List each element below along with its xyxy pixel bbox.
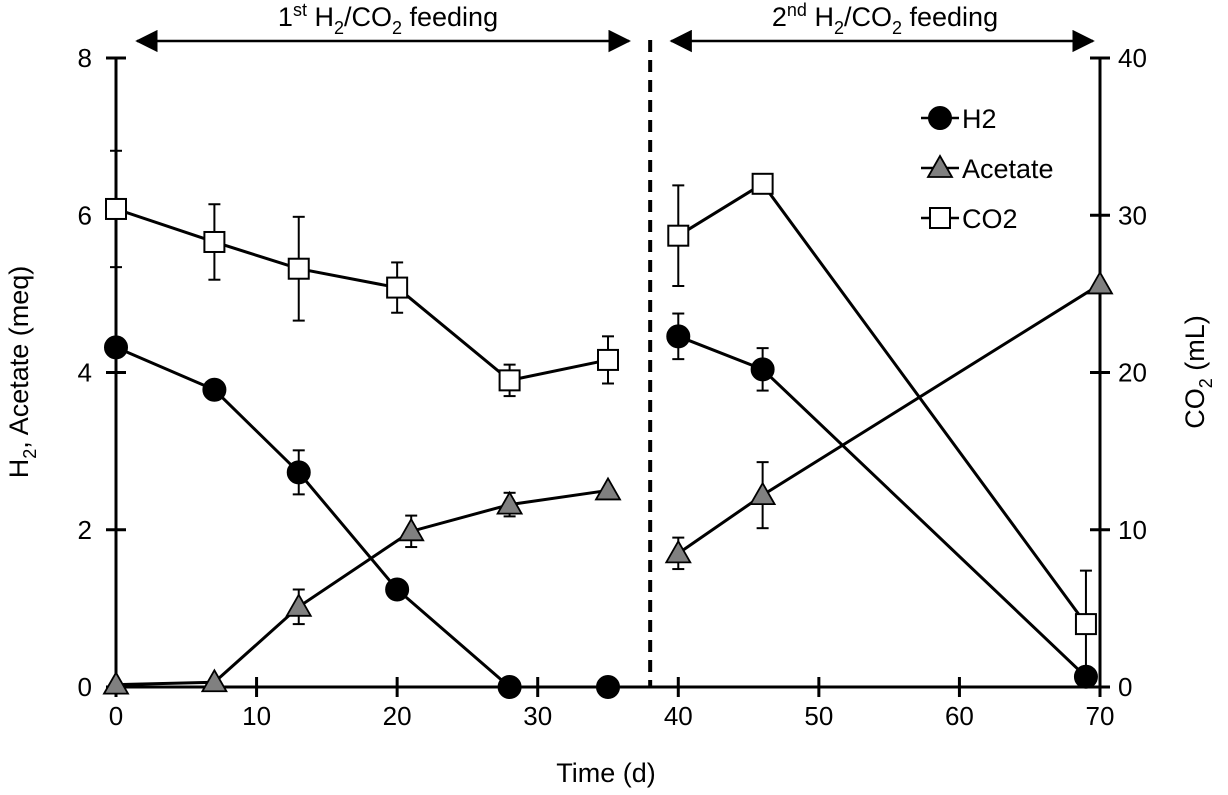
right-y-tick-label: 10 <box>1118 515 1147 545</box>
acetate-data-point <box>664 539 692 564</box>
x-tick-label: 0 <box>109 701 123 731</box>
h2-data-point <box>286 460 311 485</box>
x-tick-label: 20 <box>383 701 412 731</box>
h2-data-point <box>666 324 691 349</box>
co2-data-point <box>105 197 127 220</box>
acetate-data-point <box>1086 270 1114 295</box>
legend-co2-marker <box>929 207 951 229</box>
right-y-tick-label: 20 <box>1118 358 1147 388</box>
left-y-tick-label: 4 <box>78 358 92 388</box>
co2-data-point <box>386 276 409 299</box>
legend-acetate-label: Acetate <box>962 154 1054 184</box>
legend-h2-label: H2 <box>962 104 997 134</box>
h2-data-point <box>1073 664 1098 689</box>
left-y-tick-label: 2 <box>78 515 92 545</box>
h2-data-point <box>385 577 410 602</box>
acetate-data-point <box>594 476 622 501</box>
feeding-2-label: 2nd H2/CO2 feeding <box>772 0 998 38</box>
left-y-tick-label: 8 <box>78 43 92 73</box>
legend-h2-marker <box>928 106 952 130</box>
co2-data-point <box>597 348 619 371</box>
acetate-data-point <box>496 490 524 515</box>
acetate-data-point <box>200 668 228 693</box>
left-y-tick-label: 0 <box>78 672 92 702</box>
x-tick-label: 60 <box>945 701 974 731</box>
co2-data-point <box>498 369 521 392</box>
h2-data-point <box>497 675 522 699</box>
right-y-tick-label: 0 <box>1118 672 1132 702</box>
legend-co2-label: CO2 <box>962 204 1018 234</box>
feeding-1-label: 1st H2/CO2 feeding <box>278 0 498 38</box>
acetate-data-point <box>749 481 777 506</box>
h2-data-point <box>750 357 775 382</box>
legend: H2 Acetate CO2 <box>921 104 1054 234</box>
co2-data-point <box>667 224 690 247</box>
right-y-tick-label: 30 <box>1118 200 1147 230</box>
co2-series-line <box>115 207 609 382</box>
x-tick-label: 50 <box>804 701 833 731</box>
co2-data-point <box>203 230 226 253</box>
co2-data-point <box>751 172 774 195</box>
h2-series-line <box>677 334 1087 678</box>
acetate-data-point <box>285 592 313 617</box>
acetate-series-line <box>115 488 609 687</box>
x-axis-title: Time (d) <box>556 758 656 788</box>
h2-data-point <box>596 675 620 699</box>
h2-series-line <box>115 345 608 689</box>
h2-data-point <box>202 377 227 402</box>
right-y-tick-label: 40 <box>1118 43 1147 73</box>
h2-data-point <box>104 335 128 360</box>
co2-data-point <box>287 257 310 280</box>
acetate-data-point <box>397 517 425 542</box>
x-tick-label: 10 <box>242 701 271 731</box>
acetate-data-point <box>102 670 130 695</box>
x-tick-label: 30 <box>523 701 552 731</box>
legend-acetate-marker <box>926 154 954 178</box>
acetate-series-line <box>677 283 1101 555</box>
x-tick-label: 40 <box>664 701 693 731</box>
x-tick-label: 70 <box>1086 701 1115 731</box>
data-group <box>102 149 1114 699</box>
left-y-axis-title: H2, Acetate (meq) <box>4 266 40 479</box>
co2-data-point <box>1074 613 1097 636</box>
left-y-tick-label: 6 <box>78 200 92 230</box>
co2-series-line <box>677 181 1088 625</box>
right-y-axis-title: CO2 (mL) <box>1180 315 1216 429</box>
